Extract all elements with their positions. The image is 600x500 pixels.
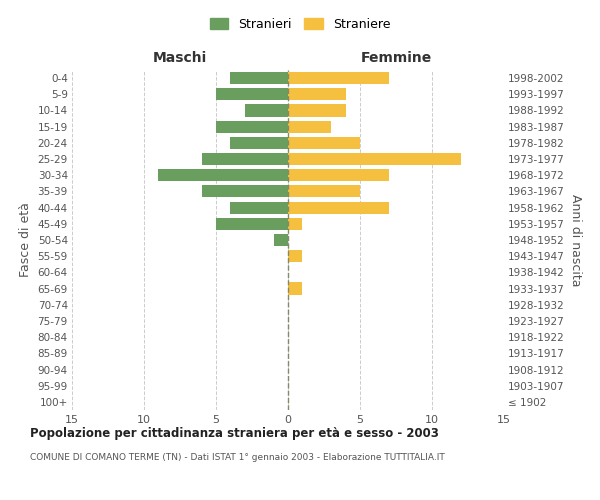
Text: Popolazione per cittadinanza straniera per età e sesso - 2003: Popolazione per cittadinanza straniera p… [30,428,439,440]
Bar [158,169,288,181]
Bar [288,218,302,230]
Legend: Stranieri, Straniere: Stranieri, Straniere [203,11,397,37]
Bar [230,72,288,84]
Bar [288,169,389,181]
Bar [216,88,288,101]
Bar [288,250,302,262]
Bar [216,120,288,132]
Bar [230,202,288,213]
Bar [288,153,461,165]
Bar [288,282,302,294]
Y-axis label: Fasce di età: Fasce di età [19,202,32,278]
Text: Femmine: Femmine [361,51,431,65]
Bar [245,104,288,117]
Bar [288,137,360,149]
Y-axis label: Anni di nascita: Anni di nascita [569,194,581,286]
Text: COMUNE DI COMANO TERME (TN) - Dati ISTAT 1° gennaio 2003 - Elaborazione TUTTITAL: COMUNE DI COMANO TERME (TN) - Dati ISTAT… [30,452,445,462]
Bar [288,202,389,213]
Bar [274,234,288,246]
Bar [202,153,288,165]
Bar [288,104,346,117]
Bar [288,120,331,132]
Bar [288,186,360,198]
Bar [216,218,288,230]
Text: Maschi: Maschi [153,51,207,65]
Bar [288,72,389,84]
Bar [202,186,288,198]
Bar [230,137,288,149]
Bar [288,88,346,101]
